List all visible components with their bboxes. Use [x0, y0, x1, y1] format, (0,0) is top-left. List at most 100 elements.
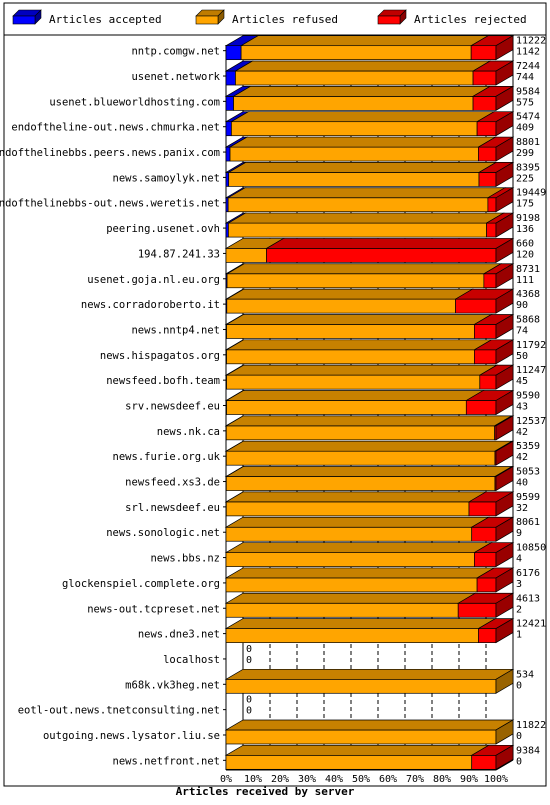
bar-refused [226, 374, 481, 390]
bar-side [495, 617, 514, 644]
data-label-count: 4368 [516, 289, 540, 300]
bar-refused [225, 628, 479, 643]
bar-refused [229, 146, 479, 162]
bar-accepted [225, 70, 236, 86]
data-label-accepted: 120 [516, 249, 534, 260]
legend-label: Articles rejected [414, 13, 527, 26]
data-label-accepted: 0 [516, 680, 522, 691]
bar-refused-top [226, 187, 507, 199]
data-label-count: 7244 [516, 61, 540, 72]
category-label: endoftheline-out.news.chmurka.net [11, 122, 220, 134]
category-label: usenet.blueworldhosting.com [49, 96, 220, 108]
bar-rejected [468, 501, 497, 517]
category-label: outgoing.news.lysator.liu.se [43, 730, 220, 742]
bar-rejected [472, 96, 497, 111]
x-tick-label: 60% [379, 774, 397, 785]
x-tick-label: 100% [484, 774, 508, 785]
bar-side [495, 288, 514, 314]
data-label-accepted: 40 [516, 478, 528, 489]
data-label-accepted: 111 [516, 275, 534, 286]
category-label: news.sonologic.net [106, 527, 220, 539]
bar-refused-top [234, 60, 492, 72]
bar-side [495, 491, 514, 517]
data-label-accepted: 136 [516, 224, 534, 235]
category-label: usenet.network [131, 71, 220, 83]
bar-rejected [483, 273, 497, 289]
data-label-count: 9198 [516, 213, 540, 224]
data-label-count: 8731 [516, 264, 540, 275]
bar-side [495, 440, 514, 466]
bar-rejected [487, 197, 497, 213]
data-label-count: 5868 [516, 314, 540, 325]
bar-refused [225, 425, 496, 441]
bar-side [495, 313, 514, 340]
data-label-count: 19449 [516, 188, 546, 199]
bar-refused [225, 577, 478, 593]
bar-rejected [474, 552, 497, 567]
x-tick-label: 50% [352, 774, 370, 785]
data-label-accepted: 225 [516, 173, 534, 184]
category-label: peering.usenet.ovh [106, 223, 220, 235]
bar-refused [231, 121, 478, 137]
data-label-count: 11222 [516, 36, 546, 47]
bar-accepted [225, 222, 229, 238]
bar-side [495, 389, 514, 416]
bar-refused-top [224, 592, 477, 604]
bar-refused-top [230, 111, 496, 123]
data-label-count: 12537 [516, 416, 546, 427]
data-label-count: 12421 [516, 619, 546, 630]
legend-label: Articles accepted [49, 13, 162, 26]
data-label-count: 9599 [516, 492, 540, 503]
category-label: endofthelinebbs.peers.news.panix.com [0, 147, 220, 159]
x-tick-label: 90% [460, 774, 478, 785]
legend-swatch [12, 15, 36, 25]
bar-rejected [474, 349, 497, 365]
x-tick-label: 10% [244, 774, 262, 785]
category-label: newsfeed.xs3.de [125, 477, 220, 489]
data-label-accepted: 32 [516, 503, 528, 514]
bar-rejected [478, 172, 497, 187]
bar-accepted [225, 172, 230, 187]
bar-refused-top [225, 390, 485, 401]
bar-refused-top [232, 86, 492, 97]
bar-refused-top [227, 162, 498, 173]
bar-side [495, 187, 514, 213]
data-label-accepted: 9 [516, 528, 522, 539]
data-label-count: 6176 [516, 568, 540, 579]
data-label-accepted: 175 [516, 199, 534, 210]
data-label-accepted: 0 [516, 731, 522, 742]
bar-rejected [471, 526, 497, 542]
bar-refused-top [239, 35, 490, 47]
data-label-accepted: 42 [516, 452, 528, 463]
category-label: news.furie.org.uk [113, 451, 221, 463]
bar-refused [226, 273, 485, 289]
category-label: news.hispagatos.org [100, 350, 220, 362]
category-label: news.bbs.nz [150, 553, 220, 565]
category-label: newsfeed.bofh.team [106, 375, 220, 387]
bar-rejected [476, 577, 497, 593]
data-label-accepted: 42 [516, 427, 528, 438]
category-label: nntp.comgw.net [131, 46, 220, 58]
bar-refused-top [225, 314, 493, 325]
bar-side [495, 60, 514, 86]
bar-rejected [479, 374, 497, 390]
data-label-count: 9384 [516, 745, 540, 756]
category-label: news.nntp4.net [131, 324, 220, 336]
chart-frame [3, 2, 547, 787]
bar-refused [225, 450, 496, 466]
bar-refused [225, 678, 497, 694]
bar-rejected [472, 70, 497, 86]
bar-side [495, 263, 514, 289]
bar-refused [225, 248, 267, 263]
data-label-count: 9590 [516, 391, 540, 402]
x-tick-label: 40% [325, 774, 343, 785]
bar-refused [226, 298, 456, 314]
bar-refused [225, 526, 473, 542]
